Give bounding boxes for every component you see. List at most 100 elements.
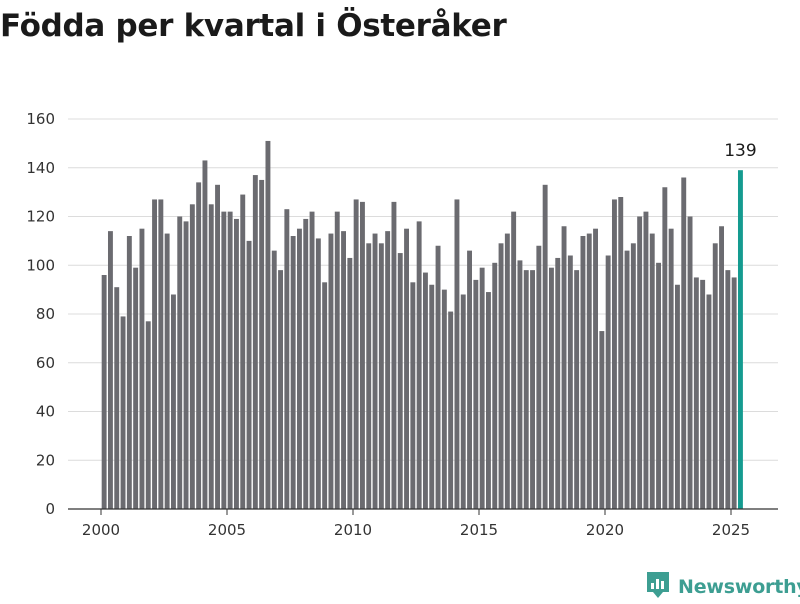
bar [322,282,328,509]
bar [473,279,479,510]
bar [693,277,699,509]
y-tick-label: 40 [36,403,55,421]
bar [126,236,132,509]
bar [177,216,183,509]
bar [309,211,315,510]
bar [441,289,447,510]
bar [422,272,428,509]
bar [593,228,598,509]
bar [611,199,617,509]
chart-title: Födda per kvartal i Österåker [0,8,507,44]
bar [158,199,164,509]
bar [555,257,561,509]
bar [586,233,592,509]
y-tick-label: 160 [26,110,55,128]
x-tick-label: 2020 [586,521,624,539]
bar [397,253,403,509]
bar [630,243,636,509]
data-labels: 139 [724,141,756,161]
bar [492,262,498,509]
bar [372,233,378,509]
bar [719,226,724,509]
bar [328,233,334,509]
bar [624,250,630,510]
bar [542,184,548,509]
bar [196,182,202,510]
bar [479,267,485,509]
newsworthy-logo-icon [645,570,671,604]
bar [341,231,346,510]
bar [416,221,422,510]
bar [460,294,466,509]
bar [404,228,409,509]
y-tick-label: 0 [45,500,55,518]
bar [120,316,126,509]
bar [681,177,687,509]
y-axis: 0 20 40 60 80 100 120 140 160 [26,110,55,518]
bar [574,270,580,510]
bar [561,226,567,509]
bar [353,199,359,509]
bar [107,231,113,510]
bar [712,243,718,509]
bar [334,211,340,510]
bar [580,236,586,509]
bar [290,236,296,509]
bar [215,184,220,509]
bar [183,221,189,510]
bar [725,270,731,510]
bar [700,279,706,510]
bar [164,233,170,509]
x-axis: 2000 2005 2010 2015 2020 2025 [68,508,778,539]
x-tick-label: 2000 [82,521,120,539]
bar [517,260,523,510]
bar [265,140,271,509]
bar [410,282,416,509]
bar [599,331,605,509]
highlight-value-label: 139 [724,141,756,161]
bar [296,228,302,509]
bar [523,270,529,510]
bar [139,228,145,509]
y-tick-label: 80 [36,305,55,323]
bar [498,243,504,509]
bar [278,270,283,510]
bars [101,140,743,510]
bar [259,179,265,509]
bar [347,257,353,509]
bar [145,321,151,509]
bar [208,204,214,509]
bar [567,255,573,509]
y-tick-label: 20 [36,451,55,469]
y-tick-label: 120 [26,208,55,226]
bar [221,211,227,510]
bar [504,233,510,509]
bar [227,211,233,510]
y-tick-label: 100 [26,256,55,274]
bar [429,284,435,509]
bar [359,201,365,510]
bar [731,277,737,509]
bar [605,255,611,509]
bar [435,245,441,509]
y-tick-label: 60 [36,354,55,372]
x-tick-label: 2005 [208,521,246,539]
bar [706,294,712,509]
bar [378,243,384,509]
brand-name: Newsworthy [678,576,800,598]
bar [454,199,460,509]
bar [152,199,157,509]
bar [656,262,661,509]
bar [114,287,120,509]
bar [530,270,535,510]
bar [649,233,655,509]
bar [271,250,277,510]
bar [189,204,195,509]
bar [643,211,649,510]
bar [391,201,397,510]
bar [101,275,107,509]
bar [485,292,491,509]
newsworthy-brand[interactable]: Newsworthy [645,570,800,604]
x-tick-label: 2010 [334,521,372,539]
